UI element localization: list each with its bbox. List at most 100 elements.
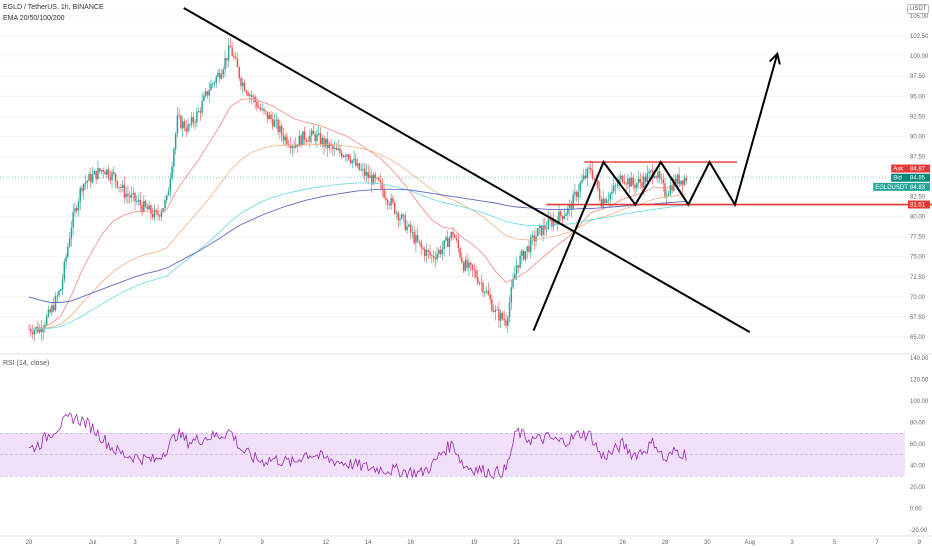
candle [185,120,187,137]
candle [540,225,543,237]
candle [363,162,366,181]
candle [100,169,103,175]
price-tick-label: 105.00 [910,14,929,20]
candle [469,261,472,272]
candle [203,91,205,102]
candle [58,289,60,298]
candle [240,75,242,91]
symbol-title: EGLD / TetherUS, 1h, BINANCE [3,4,104,11]
price-tick-label: 70.00 [910,295,926,301]
candle [475,265,477,280]
candle [234,51,237,60]
rsi-pane[interactable] [0,353,932,480]
time-tick-label: Jul [89,540,97,546]
currency-badge[interactable]: USDT [907,4,930,14]
candle [607,191,610,206]
candle [226,57,228,68]
ema-line-3 [29,182,687,330]
candle [678,167,680,188]
candle [528,240,530,254]
candle [369,166,371,178]
candle [213,80,216,88]
candle [123,176,126,204]
candle [508,295,511,323]
candle [613,177,615,194]
candle [197,107,200,113]
candle [413,225,415,246]
price-tick-label: 100.00 [910,54,929,60]
candle [480,274,483,292]
time-tick-label: Aug [744,540,755,546]
candle [404,212,407,232]
rsi-tick-label: 80.00 [910,421,926,427]
candle [328,141,331,152]
candle [275,112,278,129]
price-pane[interactable] [0,7,932,342]
candle [199,107,202,122]
price-tick-label: 75.00 [910,255,926,261]
candle [340,149,343,160]
candle [35,326,37,335]
time-axis[interactable]: 28 Jul 3 5 7 9 12 14 16 19 21 23 26 28 30 Aug 3 5 7 9 [0,535,932,546]
price-tick-label: 92.50 [910,114,926,120]
price-tick-label: 67.50 [910,315,926,321]
candle [378,176,380,182]
candle [102,167,104,179]
candle [372,171,375,185]
candle [681,180,684,194]
candle [494,305,497,321]
candle [227,38,230,68]
candle [284,133,286,147]
candle [581,173,583,184]
price-axis[interactable]: 105.00 102.50 100.00 97.50 95.00 92.50 90.00 87… [873,14,930,534]
candle [238,66,240,82]
time-tick-label: 3 [791,540,795,546]
candle [277,117,279,136]
candle [422,245,424,251]
candle [455,233,458,243]
candle [616,176,619,189]
candle [355,153,357,168]
candle [206,90,209,99]
candle [280,122,283,142]
candle [326,131,329,157]
svg-text:84.83: 84.83 [910,185,926,191]
candle [542,218,544,242]
candle [637,170,640,189]
candle [178,108,180,120]
candle [545,221,548,236]
candle [303,126,306,146]
candle [602,190,604,210]
candle [67,242,69,260]
candle [639,172,642,190]
price-tick-label: 65.00 [910,335,926,341]
candle [666,189,668,204]
candle [136,195,138,205]
candle [181,116,184,137]
candle [623,174,626,185]
candle [166,194,168,204]
price-tick-label: 95.00 [910,94,926,100]
candle [247,89,249,97]
candle [68,232,71,248]
candle [263,107,265,115]
candle [547,210,550,230]
candle [210,79,212,91]
candle [537,227,539,237]
projection-path[interactable] [532,53,779,331]
candle [660,173,663,185]
candle [466,253,468,271]
candle [157,204,159,221]
candle [591,162,594,181]
candle [648,168,650,180]
candle [485,286,488,294]
candle [222,66,225,79]
candle [259,103,262,112]
candle [614,183,617,195]
candle [431,253,433,264]
candle [134,192,136,210]
candle [44,321,46,334]
descending-trendline[interactable] [183,7,751,334]
candle [250,90,253,105]
